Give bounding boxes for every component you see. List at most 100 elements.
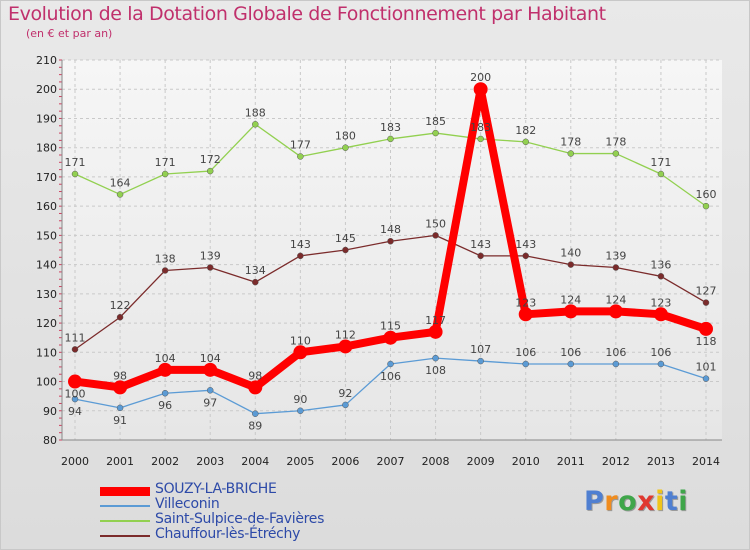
data-label-villeconin: 106 [560,346,581,359]
data-point-saint-sulpice-de-favieres [477,135,484,143]
x-tick-label: 2003 [196,455,224,468]
y-tick-label: 180 [36,142,57,155]
data-label-chauffour-les-etrechy: 134 [245,264,266,277]
data-point-souzy-la-briche [653,307,668,322]
data-label-villeconin: 106 [380,370,401,383]
data-label-souzy-la-briche: 200 [470,71,491,84]
data-point-souzy-la-briche [608,304,623,319]
data-point-villeconin [657,360,665,368]
data-point-souzy-la-briche [383,330,398,345]
data-label-souzy-la-briche: 100 [65,388,86,401]
data-point-saint-sulpice-de-favieres [657,170,665,178]
data-point-chauffour-les-etrechy [342,246,349,254]
data-point-villeconin [612,360,620,368]
x-tick-label: 2013 [647,455,675,468]
data-point-villeconin [522,360,529,368]
y-tick-label: 210 [36,54,57,67]
data-point-souzy-la-briche [293,345,308,360]
plot-area [62,60,722,440]
data-point-saint-sulpice-de-favieres [342,144,349,151]
data-point-souzy-la-briche [203,362,218,377]
y-tick-label: 80 [43,434,57,447]
data-point-souzy-la-briche [473,82,488,97]
data-label-chauffour-les-etrechy: 136 [650,258,671,271]
data-point-chauffour-les-etrechy [206,264,214,271]
data-point-villeconin [432,354,439,362]
data-point-saint-sulpice-de-favieres [116,191,124,198]
y-tick-label: 120 [36,317,57,330]
data-label-chauffour-les-etrechy: 138 [155,252,176,265]
x-tick-label: 2011 [557,455,585,468]
data-label-souzy-la-briche: 112 [335,328,356,341]
data-label-chauffour-les-etrechy: 111 [65,331,86,344]
legend-label: Saint-Sulpice-de-Favières [155,511,325,527]
data-point-souzy-la-briche [699,321,713,336]
data-label-saint-sulpice-de-favieres: 171 [650,156,671,169]
data-label-souzy-la-briche: 123 [650,296,671,309]
data-label-saint-sulpice-de-favieres: 188 [245,106,266,119]
data-point-villeconin [206,387,214,394]
data-label-saint-sulpice-de-favieres: 180 [335,130,356,143]
data-point-villeconin [161,389,169,397]
data-label-saint-sulpice-de-favieres: 177 [290,138,311,151]
data-label-villeconin: 97 [203,396,217,409]
data-point-chauffour-les-etrechy [297,252,304,260]
data-point-saint-sulpice-de-favieres [612,150,620,157]
data-label-villeconin: 91 [113,414,127,427]
data-label-villeconin: 106 [605,346,626,359]
data-label-villeconin: 92 [338,387,352,400]
data-label-souzy-la-briche: 98 [113,369,127,382]
x-tick-label: 2012 [602,455,630,468]
data-point-souzy-la-briche [518,307,533,322]
data-label-chauffour-les-etrechy: 140 [560,247,581,260]
data-point-souzy-la-briche [113,380,128,395]
data-label-chauffour-les-etrechy: 143 [470,238,491,251]
y-tick-label: 110 [36,346,57,359]
chart-title: Evolution de la Dotation Globale de Fonc… [8,3,606,25]
chart-subtitle: (en € et par an) [26,27,113,40]
data-point-chauffour-les-etrechy [612,264,620,271]
data-label-villeconin: 108 [425,364,446,377]
data-label-saint-sulpice-de-favieres: 183 [470,121,491,134]
data-point-villeconin [342,401,349,409]
data-label-chauffour-les-etrechy: 139 [200,250,221,263]
data-label-saint-sulpice-de-favieres: 171 [65,156,86,169]
proxiti-logo: Proxiti [584,486,689,517]
data-point-souzy-la-briche [158,362,173,377]
data-label-villeconin: 106 [650,346,671,359]
data-point-chauffour-les-etrechy [657,273,665,280]
data-point-chauffour-les-etrechy [252,278,259,286]
data-label-chauffour-les-etrechy: 143 [515,238,536,251]
data-label-villeconin: 96 [158,399,172,412]
data-label-villeconin: 90 [293,393,307,406]
data-point-chauffour-les-etrechy [387,237,394,245]
data-label-villeconin: 107 [470,343,491,356]
data-point-saint-sulpice-de-favieres [297,153,304,160]
data-label-saint-sulpice-de-favieres: 178 [605,136,626,149]
data-label-chauffour-les-etrechy: 143 [290,238,311,251]
data-point-souzy-la-briche [563,304,578,319]
x-tick-label: 2000 [61,455,89,468]
data-point-villeconin [387,360,394,368]
data-point-saint-sulpice-de-favieres [702,202,710,210]
data-label-souzy-la-briche: 124 [605,293,626,306]
data-label-souzy-la-briche: 115 [380,320,401,333]
legend-swatch [100,535,150,537]
x-tick-label: 2005 [286,455,314,468]
data-point-villeconin [567,360,575,368]
data-label-souzy-la-briche: 124 [560,293,581,306]
data-label-souzy-la-briche: 123 [515,296,536,309]
legend-label: Chauffour-lès-Étréchy [155,526,301,542]
legend-swatch [100,520,150,522]
data-label-souzy-la-briche: 117 [425,314,446,327]
data-label-saint-sulpice-de-favieres: 178 [560,136,581,149]
y-tick-label: 160 [36,200,57,213]
data-label-saint-sulpice-de-favieres: 160 [696,188,717,201]
data-point-chauffour-les-etrechy [477,252,484,260]
data-point-villeconin [297,407,304,415]
data-point-saint-sulpice-de-favieres [161,170,169,178]
data-label-villeconin: 101 [696,361,717,374]
data-point-chauffour-les-etrechy [161,267,169,274]
line-chart: 8090100110120130140150160170180190200210… [36,54,722,468]
data-label-saint-sulpice-de-favieres: 171 [155,156,176,169]
